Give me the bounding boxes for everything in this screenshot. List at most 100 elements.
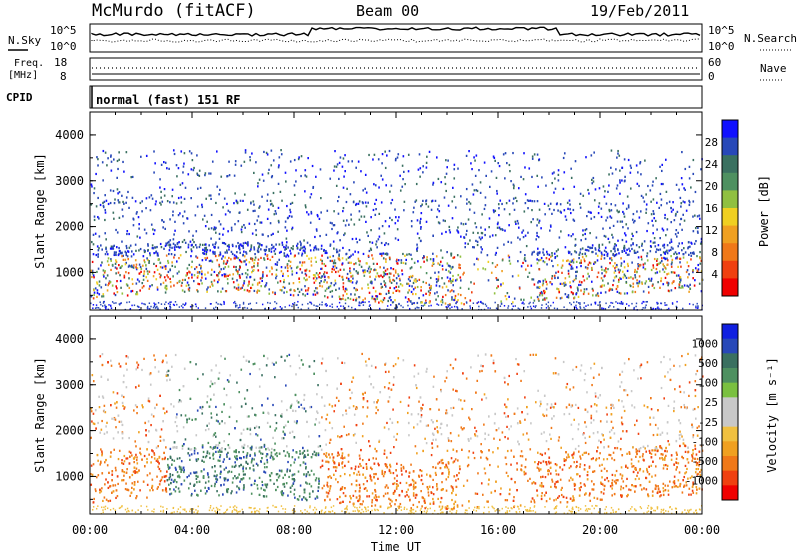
- freq-tick-top-left: 18: [54, 56, 67, 69]
- echo-cell: [314, 245, 317, 248]
- echo-cell: [329, 305, 331, 307]
- echo-cell: [683, 403, 685, 407]
- echo-cell: [138, 263, 141, 266]
- echo-cell: [253, 246, 255, 249]
- echo-cell: [662, 229, 665, 232]
- echo-cell: [640, 173, 642, 176]
- echo-cell: [156, 245, 158, 249]
- echo-cell: [238, 268, 241, 271]
- echo-cell: [181, 240, 184, 244]
- echo-cell: [527, 207, 529, 210]
- echo-cell: [537, 298, 540, 301]
- echo-cell: [399, 279, 401, 282]
- echo-cell: [252, 464, 255, 467]
- echo-cell: [118, 151, 120, 154]
- echo-cell: [665, 190, 668, 193]
- echo-cell: [280, 266, 283, 269]
- echo-cell: [652, 283, 654, 286]
- echo-cell: [338, 177, 340, 181]
- echo-cell: [451, 266, 454, 269]
- echo-cell: [159, 261, 162, 264]
- echo-cell: [260, 256, 262, 260]
- echo-cell: [125, 253, 128, 257]
- echo-cell: [623, 244, 626, 248]
- echo-cell: [165, 308, 167, 310]
- echo-cell: [149, 285, 151, 288]
- echo-cell: [470, 437, 472, 440]
- echo-cell: [130, 264, 133, 267]
- echo-cell: [169, 280, 172, 284]
- echo-cell: [97, 158, 99, 161]
- echo-cell: [617, 211, 620, 214]
- echo-cell: [225, 466, 227, 469]
- echo-cell: [669, 358, 671, 361]
- echo-cell: [291, 430, 294, 433]
- echo-cell: [596, 292, 599, 295]
- echo-cell: [193, 240, 195, 244]
- echo-cell: [571, 259, 574, 262]
- echo-cell: [575, 301, 578, 303]
- echo-cell: [268, 168, 270, 171]
- echo-cell: [419, 217, 422, 221]
- echo-cell: [682, 213, 685, 216]
- echo-cell: [314, 275, 317, 278]
- echo-cell: [243, 280, 246, 283]
- echo-cell: [416, 249, 418, 253]
- echo-cell: [353, 268, 355, 271]
- echo-cell: [401, 473, 403, 476]
- echo-cell: [496, 286, 498, 290]
- echo-cell: [312, 185, 315, 189]
- echo-cell: [275, 212, 277, 215]
- echo-cell: [427, 205, 430, 208]
- echo-cell: [545, 287, 548, 290]
- echo-cell: [97, 267, 100, 270]
- echo-cell: [684, 472, 686, 475]
- echo-cell: [169, 306, 172, 308]
- echo-cell: [516, 363, 519, 366]
- header-bar: McMurdo (fitACF) Beam 00 19/Feb/2011: [92, 1, 689, 21]
- echo-cell: [454, 206, 457, 209]
- echo-cell: [432, 252, 434, 255]
- echo-cell: [619, 179, 621, 182]
- echo-cell: [136, 405, 138, 409]
- echo-cell: [150, 223, 153, 226]
- echo-cell: [386, 308, 388, 311]
- echo-cell: [193, 449, 196, 452]
- echo-cell: [465, 301, 468, 303]
- echo-cell: [247, 445, 249, 448]
- echo-cell: [98, 395, 100, 398]
- echo-cell: [432, 493, 435, 496]
- echo-cell: [301, 264, 303, 267]
- echo-cell: [558, 289, 560, 293]
- echo-cell: [289, 160, 292, 163]
- echo-cell: [584, 229, 587, 232]
- echo-cell: [140, 267, 143, 270]
- echo-cell: [300, 308, 302, 311]
- echo-cell: [291, 456, 294, 459]
- echo-cell: [126, 301, 128, 304]
- echo-cell: [661, 163, 664, 166]
- echo-cell: [283, 280, 285, 284]
- echo-cell: [519, 420, 521, 423]
- echo-cell: [260, 487, 263, 490]
- echo-cell: [668, 200, 671, 203]
- echo-cell: [673, 364, 675, 367]
- echo-cell: [425, 161, 428, 164]
- echo-cell: [340, 305, 342, 307]
- echo-cell: [597, 205, 600, 208]
- echo-cell: [665, 250, 667, 253]
- echo-cell: [605, 271, 607, 274]
- echo-cell: [575, 277, 577, 280]
- echo-cell: [98, 284, 101, 287]
- echo-cell: [201, 259, 204, 262]
- echo-cell: [394, 222, 397, 225]
- echo-cell: [586, 277, 588, 280]
- echo-cell: [588, 494, 591, 497]
- echo-cell: [479, 181, 482, 184]
- echo-cell: [356, 241, 359, 244]
- echo-cell: [320, 244, 323, 247]
- echo-cell: [412, 211, 415, 214]
- echo-cell: [210, 259, 212, 262]
- echo-cell: [574, 250, 576, 253]
